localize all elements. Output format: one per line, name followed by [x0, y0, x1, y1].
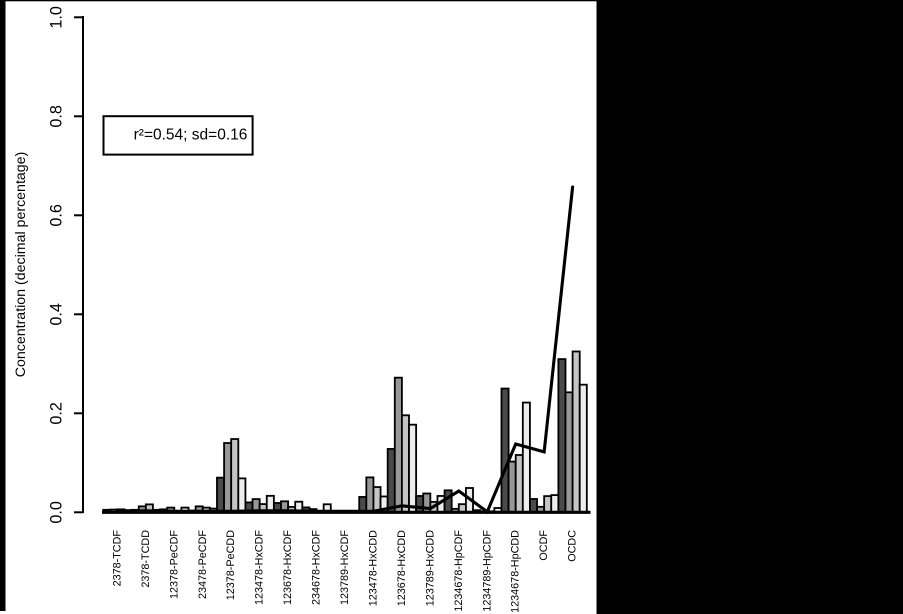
svg-text:0.2: 0.2 — [47, 402, 65, 425]
svg-text:234678-HxCDF: 234678-HxCDF — [311, 530, 323, 605]
svg-text:0.4: 0.4 — [47, 303, 65, 326]
svg-text:1234678-HpCDF: 1234678-HpCDF — [453, 530, 465, 612]
svg-text:1234789-HpCDF: 1234789-HpCDF — [481, 530, 493, 612]
svg-text:123478-HxCDF: 123478-HxCDF — [254, 530, 266, 605]
svg-text:1234678-HpCDD: 1234678-HpCDD — [510, 530, 522, 613]
svg-text:123678-HxCDD: 123678-HxCDD — [396, 530, 408, 606]
svg-text:OCDC: OCDC — [567, 530, 579, 562]
svg-text:0.6: 0.6 — [47, 204, 65, 227]
svg-text:123789-HxCDF: 123789-HxCDF — [339, 530, 351, 605]
svg-text:23478-PeCDF: 23478-PeCDF — [197, 530, 209, 599]
svg-text:123678-HxCDF: 123678-HxCDF — [282, 530, 294, 605]
svg-text:2378-TCDF: 2378-TCDF — [111, 530, 123, 587]
svg-text:12378-PeCDD: 12378-PeCDD — [225, 530, 237, 600]
svg-text:123478-HxCDD: 123478-HxCDD — [367, 530, 379, 606]
svg-text:123789-HxCDD: 123789-HxCDD — [424, 530, 436, 606]
svg-text:Concentration (decimal percent: Concentration (decimal percentage) — [13, 152, 29, 378]
svg-text:1.0: 1.0 — [47, 6, 65, 29]
svg-text:OCDF: OCDF — [538, 530, 550, 561]
svg-text:2378-TCDD: 2378-TCDD — [140, 530, 152, 588]
svg-text:0.0: 0.0 — [47, 501, 65, 524]
svg-text:r²=0.54; sd=0.16: r²=0.54; sd=0.16 — [134, 127, 248, 144]
svg-text:0.8: 0.8 — [47, 105, 65, 128]
svg-text:12378-PeCDF: 12378-PeCDF — [168, 530, 180, 599]
